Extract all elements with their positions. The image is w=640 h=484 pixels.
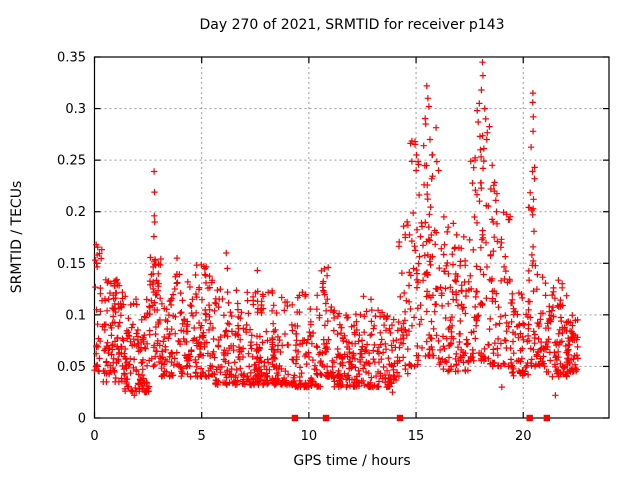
axis-event-markers	[291, 414, 551, 422]
y-tick-label: 0	[78, 412, 86, 427]
y-tick-label: 0.25	[57, 154, 86, 169]
x-tick-label: 0	[90, 429, 98, 444]
chart-title: Day 270 of 2021, SRMTID for receiver p14…	[199, 17, 504, 33]
x-axis-label: GPS time / hours	[293, 453, 410, 469]
data-points	[91, 59, 582, 399]
axis-square-marker	[526, 414, 533, 422]
y-tick-label: 0.35	[57, 51, 86, 66]
y-axis-label: SRMTID / TECUs	[9, 181, 25, 294]
x-tick-label: 5	[198, 429, 206, 444]
y-tick-label: 0.15	[57, 257, 86, 272]
axis-square-marker	[291, 414, 299, 422]
axis-square-marker	[543, 414, 551, 422]
x-tick-label: 10	[301, 429, 318, 444]
axis-square-marker	[396, 414, 404, 422]
axis-square-marker	[322, 414, 330, 422]
y-tick-label: 0.3	[65, 102, 86, 117]
y-tick-label: 0.1	[65, 308, 86, 323]
plot-border	[93, 56, 610, 419]
x-tick-label: 15	[408, 429, 425, 444]
y-tick-label: 0.05	[57, 360, 86, 375]
y-tick-label: 0.2	[65, 205, 86, 220]
scatter-plus-markers	[91, 59, 582, 399]
x-tick-label: 20	[515, 429, 532, 444]
tick-labels: 0 5 10 15 20 0 0.05 0.1 0.15 0.2 0.25 0.3 0.35	[57, 51, 531, 445]
